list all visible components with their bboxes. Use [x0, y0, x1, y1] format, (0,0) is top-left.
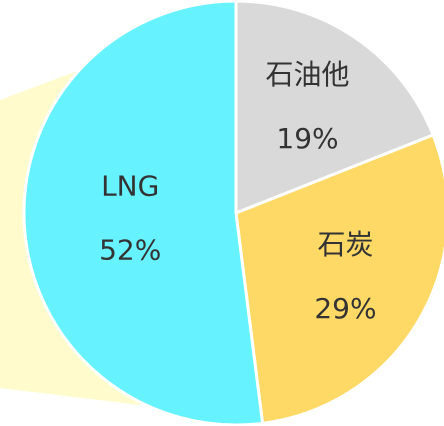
- slice-label: 石油他: [265, 58, 349, 91]
- slice-label: LNG: [101, 170, 159, 203]
- slice-value-label: 52%: [99, 234, 161, 267]
- slice-value-label: 29%: [314, 292, 376, 325]
- slice-label: 石炭: [317, 228, 373, 261]
- pie-slice: [22, 0, 265, 426]
- pie-slice: [234, 133, 444, 426]
- pie-slice: [234, 0, 436, 216]
- slice-value-label: 19%: [276, 122, 338, 155]
